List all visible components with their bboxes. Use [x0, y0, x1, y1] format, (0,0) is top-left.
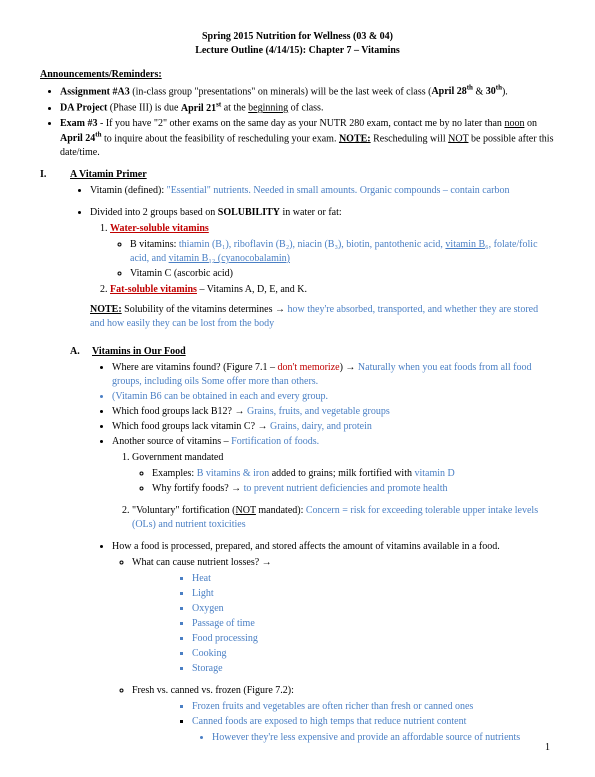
loss-item: Storage [192, 662, 555, 676]
announcement-a3: Assignment #A3 (in-class group "presenta… [60, 84, 555, 99]
canned-however: However they're less expensive and provi… [212, 731, 555, 745]
page-number: 1 [545, 741, 550, 755]
where-found: Where are vitamins found? (Figure 7.1 – … [112, 361, 555, 389]
loss-item: Cooking [192, 647, 555, 661]
loss-item: Light [192, 587, 555, 601]
solubility-intro: Divided into 2 groups based on SOLUBILIT… [90, 206, 555, 331]
why-fortify: Why fortify foods? → to prevent nutrient… [152, 482, 555, 496]
loss-item: Food processing [192, 632, 555, 646]
frozen-note: Frozen fruits and vegetables are often r… [192, 700, 555, 714]
nutrient-losses: What can cause nutrient losses? → Heat L… [132, 556, 555, 676]
announcement-exam: Exam #3 - If you have "2" other exams on… [60, 117, 555, 160]
b-vitamins: B vitamins: thiamin (B₁), riboflavin (B₂… [130, 238, 555, 266]
water-soluble: Water-soluble vitamins B vitamins: thiam… [110, 222, 555, 281]
lack-vc: Which food groups lack vitamin C? → Grai… [112, 420, 555, 434]
section-number: I. [40, 168, 70, 747]
announcement-da: DA Project (Phase III) is due April 21st… [60, 100, 555, 115]
solubility-note: NOTE: Solubility of the vitamins determi… [90, 303, 555, 331]
loss-item: Oxygen [192, 602, 555, 616]
header-line1: Spring 2015 Nutrition for Wellness (03 &… [40, 30, 555, 44]
announcements-heading: Announcements/Reminders: [40, 69, 162, 80]
loss-item: Heat [192, 572, 555, 586]
subsection-title: Vitamins in Our Food [92, 346, 186, 357]
b6-note: (Vitamin B6 can be obtained in each and … [112, 390, 555, 404]
vitamin-c: Vitamin C (ascorbic acid) [130, 267, 555, 281]
fresh-canned-frozen: Fresh vs. canned vs. frozen (Figure 7.2)… [132, 684, 555, 745]
loss-item: Passage of time [192, 617, 555, 631]
gov-examples: Examples: B vitamins & iron added to gra… [152, 467, 555, 481]
lack-b12: Which food groups lack B12? → Grains, fr… [112, 405, 555, 419]
processing-note: How a food is processed, prepared, and s… [112, 540, 555, 554]
another-source: Another source of vitamins – Fortificati… [112, 435, 555, 532]
gov-mandated: Government mandated Examples: B vitamins… [132, 451, 555, 496]
header-line2: Lecture Outline (4/14/15): Chapter 7 – V… [40, 44, 555, 58]
canned-note: Canned foods are exposed to high temps t… [192, 715, 555, 745]
vitamin-defined: Vitamin (defined): "Essential" nutrients… [90, 184, 555, 198]
fat-soluble: Fat-soluble vitamins – Vitamins A, D, E,… [110, 283, 555, 297]
section-title: A Vitamin Primer [70, 169, 147, 180]
subsection-letter: A. [70, 345, 92, 747]
voluntary-fortification: "Voluntary" fortification (NOT mandated)… [132, 504, 555, 532]
